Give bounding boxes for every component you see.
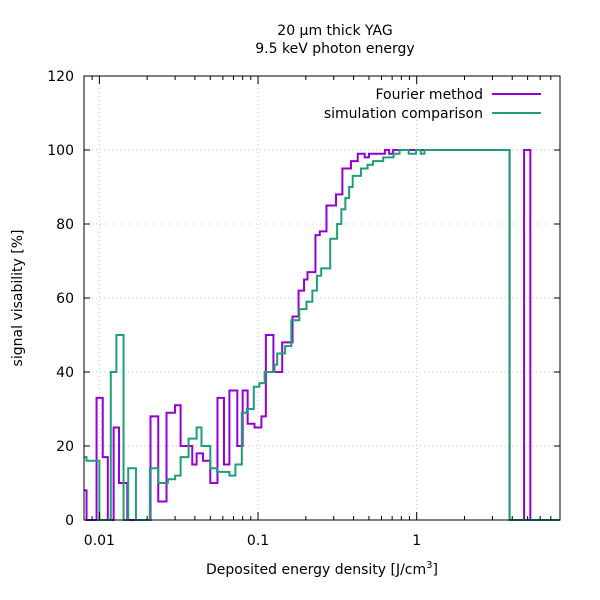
y-tick-label: 60: [56, 291, 74, 307]
series-line-simulation: [84, 149, 560, 521]
series-line-fourier: [84, 149, 560, 521]
x-axis-label: Deposited energy density [J/cm3]: [206, 560, 438, 578]
y-tick-label: 120: [47, 69, 74, 85]
legend-label-fourier: Fourier method: [375, 87, 483, 103]
y-tick-label: 20: [56, 439, 74, 455]
series-layer: [84, 149, 560, 521]
x-tick-label: 0.01: [84, 533, 115, 549]
chart-title-line-2: 9.5 keV photon energy: [255, 41, 414, 57]
axis-ticks: 0 20 40 60 80 100 120 0.01 0.1 1: [47, 69, 561, 549]
y-tick-label: 40: [56, 365, 74, 381]
legend-label-simulation: simulation comparison: [324, 106, 483, 122]
y-axis-label: signal visability [%]: [10, 230, 26, 367]
y-tick-label: 100: [47, 143, 74, 159]
x-tick-label: 1: [412, 533, 421, 549]
x-tick-label: 0.1: [247, 533, 269, 549]
legend: Fourier method simulation comparison: [324, 87, 541, 122]
y-tick-label: 0: [65, 513, 74, 529]
y-tick-label: 80: [56, 217, 74, 233]
chart-title-line-1: 20 µm thick YAG: [277, 23, 392, 39]
